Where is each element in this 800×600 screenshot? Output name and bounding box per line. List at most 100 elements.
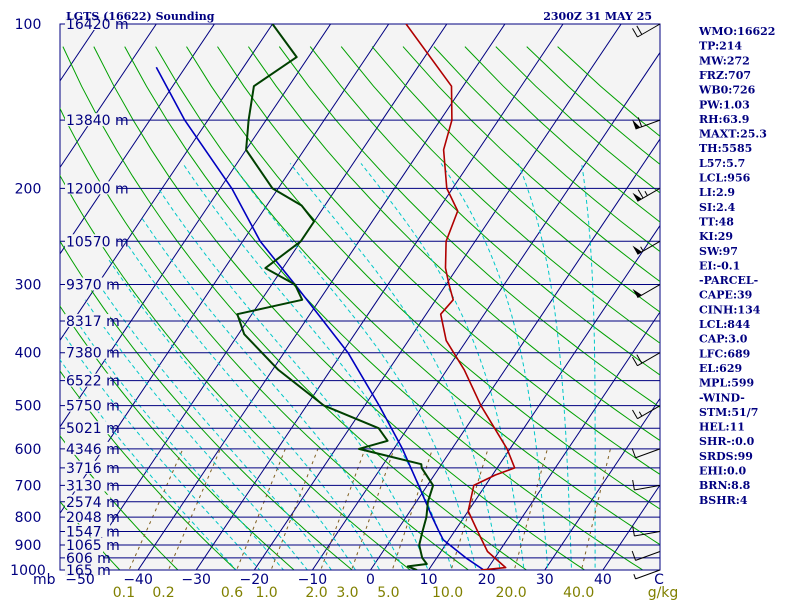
height-label: 13840 m <box>66 113 129 129</box>
isotherm-line <box>195 24 564 570</box>
dry-adiabat-line <box>186 46 660 510</box>
height-label: 7380 m <box>66 346 120 362</box>
mixing-ratio-tick-label: 40.0 <box>563 585 594 600</box>
moist-adiabat-line <box>140 216 405 570</box>
index-line: -PARCEL- <box>699 274 758 287</box>
dry-adiabat-line <box>371 46 660 313</box>
height-label-bg <box>65 234 118 248</box>
moist-adiabat-line <box>73 317 285 570</box>
moist-adiabat-line <box>230 163 477 570</box>
height-label: 606 m <box>66 551 111 567</box>
isotherm-line <box>544 397 660 570</box>
mixing-ratio-tick-label: 2.0 <box>305 585 327 600</box>
index-line: BSHR:4 <box>699 494 748 507</box>
height-label: 1547 m <box>66 524 120 540</box>
pressure-tick-label: 300 <box>15 278 42 294</box>
mixing-ratio-line <box>236 448 286 570</box>
plot-area <box>59 23 661 571</box>
index-line: CAP:3.0 <box>699 333 748 346</box>
temperature-tick-label: 30 <box>536 572 554 588</box>
height-label-bg <box>65 441 111 455</box>
height-label: 9370 m <box>66 278 120 294</box>
pressure-tick-label: 400 <box>15 346 42 362</box>
wind-barb <box>632 240 661 255</box>
wind-barb-feather <box>636 25 643 35</box>
wind-barb-shaft <box>637 405 661 420</box>
wind-barb-feather <box>632 526 635 537</box>
dry-adiabat-line <box>309 46 660 376</box>
wind-barb-feather <box>632 356 638 366</box>
height-label: 1065 m <box>66 538 120 554</box>
dry-adiabat-line <box>60 435 179 570</box>
height-label: 2574 m <box>66 495 120 511</box>
dewpoint-trace <box>236 24 435 570</box>
mixing-ratio-line <box>580 448 611 570</box>
moist-adiabat-line <box>289 163 501 570</box>
pressure-label-bg <box>0 344 54 361</box>
wind-barb <box>632 405 661 420</box>
dry-adiabat-line <box>278 46 660 408</box>
isotherm-line <box>602 484 660 570</box>
index-line: RH:63.9 <box>699 113 749 126</box>
pressure-tick-label: 200 <box>15 181 42 197</box>
dry-adiabat-line <box>402 46 660 283</box>
height-label: 4346 m <box>66 442 120 458</box>
height-label: 3130 m <box>66 478 120 494</box>
mixing-ratio-tick-label: 20.0 <box>496 585 527 600</box>
pressure-tick-label: 100 <box>15 17 42 33</box>
temperature-tick-label: 20 <box>478 572 496 588</box>
wind-barb-half-feather <box>633 574 637 580</box>
mixing-ratio-line <box>450 448 489 570</box>
wind-barb-half-feather <box>638 411 643 417</box>
temperature-tick-label: −20 <box>240 572 270 588</box>
isotherm-line <box>311 51 660 570</box>
height-label-bg <box>65 314 111 328</box>
wind-barb <box>631 550 661 561</box>
isotherm-line <box>60 24 332 428</box>
index-line: WB0:726 <box>698 84 756 97</box>
dry-adiabat-line <box>60 370 237 570</box>
wind-barb-feather <box>632 409 638 419</box>
mixing-ratio-line <box>391 448 433 570</box>
wind-barb-pennant <box>632 288 642 298</box>
mixing-ratio-line <box>320 448 366 570</box>
mixing-ratio-tick-label: 3.0 <box>336 585 358 600</box>
height-label-bg <box>65 17 118 30</box>
dry-adiabat-line <box>62 46 528 570</box>
isotherm-line <box>60 24 157 169</box>
isotherm-line <box>60 24 274 342</box>
wind-barb-feather <box>637 189 644 199</box>
index-line: HEL:11 <box>699 421 745 434</box>
index-line: CINH:134 <box>699 303 761 316</box>
wind-barb-shaft <box>635 551 661 561</box>
height-label-bg <box>65 460 111 474</box>
mixing-ratio-tick-label: 5.0 <box>377 585 399 600</box>
height-label: 5021 m <box>66 421 120 437</box>
index-line: LCL:844 <box>699 318 751 331</box>
wind-barb-feather <box>631 448 637 458</box>
height-label-bg <box>65 478 111 492</box>
wind-barb-shaft <box>634 484 661 491</box>
wind-barb-half-feather <box>640 246 644 252</box>
index-line: FRZ:707 <box>699 69 751 82</box>
wind-barb-pennant <box>632 119 641 130</box>
pressure-tick-label: 900 <box>15 538 42 554</box>
mixing-ratio-unit-label: g/kg <box>648 585 679 600</box>
valid-time: 2300Z 31 MAY 25 <box>543 10 652 23</box>
wind-barb <box>632 284 661 298</box>
isotherm-line <box>369 138 660 570</box>
pressure-unit-label: mb <box>33 572 56 588</box>
moist-adiabat-line <box>581 163 596 570</box>
height-label: 16420 m <box>66 17 129 33</box>
temperature-tick-label: −30 <box>181 572 211 588</box>
pressure-label-bg <box>0 276 54 293</box>
height-label-bg <box>65 563 103 576</box>
index-line: LCL:956 <box>699 172 751 185</box>
wind-barb <box>633 569 661 580</box>
index-line: BRN:8.8 <box>699 479 751 492</box>
wind-barb <box>632 352 661 367</box>
index-line: -WIND- <box>699 391 745 404</box>
wind-barb-feather <box>632 480 635 491</box>
pressure-label-bg <box>0 562 54 578</box>
